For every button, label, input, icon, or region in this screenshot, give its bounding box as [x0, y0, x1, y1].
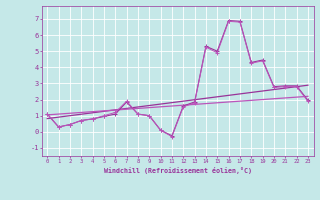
X-axis label: Windchill (Refroidissement éolien,°C): Windchill (Refroidissement éolien,°C)	[104, 167, 252, 174]
